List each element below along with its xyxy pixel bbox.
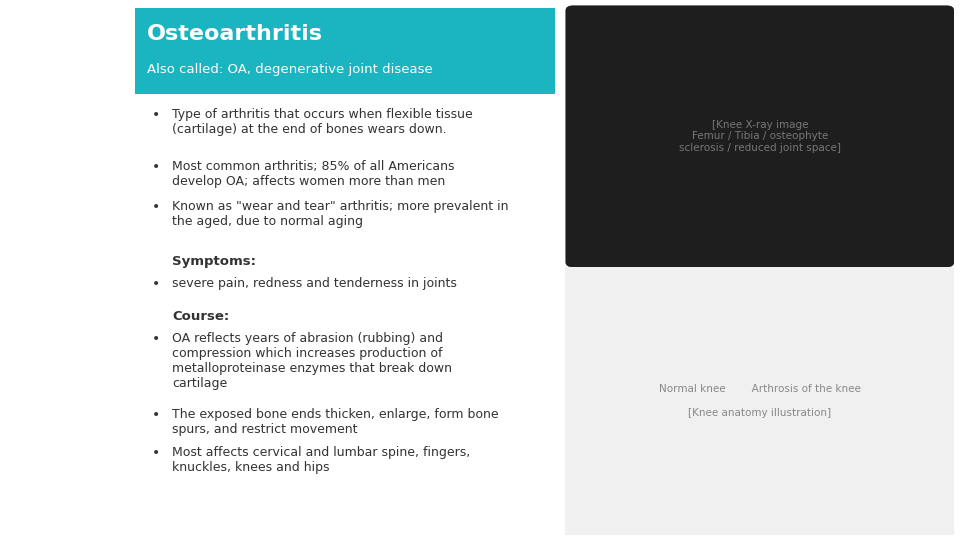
Text: Type of arthritis that occurs when flexible tissue
(cartilage) at the end of bon: Type of arthritis that occurs when flexi… [172,108,472,136]
Text: •: • [152,277,160,291]
Text: Also called: OA, degenerative joint disease: Also called: OA, degenerative joint dise… [147,63,433,76]
Text: Most affects cervical and lumbar spine, fingers,
knuckles, knees and hips: Most affects cervical and lumbar spine, … [172,446,470,474]
Text: •: • [152,446,160,460]
Text: Course:: Course: [172,310,229,323]
Text: •: • [152,108,160,122]
Text: Known as "wear and tear" arthritis; more prevalent in
the aged, due to normal ag: Known as "wear and tear" arthritis; more… [172,200,509,228]
Text: Most common arthritis; 85% of all Americans
develop OA; affects women more than : Most common arthritis; 85% of all Americ… [172,160,454,188]
Text: •: • [152,332,160,346]
Text: •: • [152,160,160,174]
Text: severe pain, redness and tenderness in joints: severe pain, redness and tenderness in j… [172,277,457,290]
Bar [135,8,555,94]
Text: •: • [152,200,160,214]
Text: [Knee X-ray image
Femur / Tibia / osteophyte
sclerosis / reduced joint space]: [Knee X-ray image Femur / Tibia / osteop… [679,120,841,153]
Text: •: • [152,408,160,422]
Text: OA reflects years of abrasion (rubbing) and
compression which increases producti: OA reflects years of abrasion (rubbing) … [172,332,452,390]
Text: Osteoarthritis: Osteoarthritis [147,24,323,44]
Text: Normal knee        Arthrosis of the knee

[Knee anatomy illustration]: Normal knee Arthrosis of the knee [Knee … [659,384,861,417]
FancyBboxPatch shape [565,5,954,267]
Text: Symptoms:: Symptoms: [172,255,256,268]
Text: The exposed bone ends thicken, enlarge, form bone
spurs, and restrict movement: The exposed bone ends thicken, enlarge, … [172,408,498,436]
